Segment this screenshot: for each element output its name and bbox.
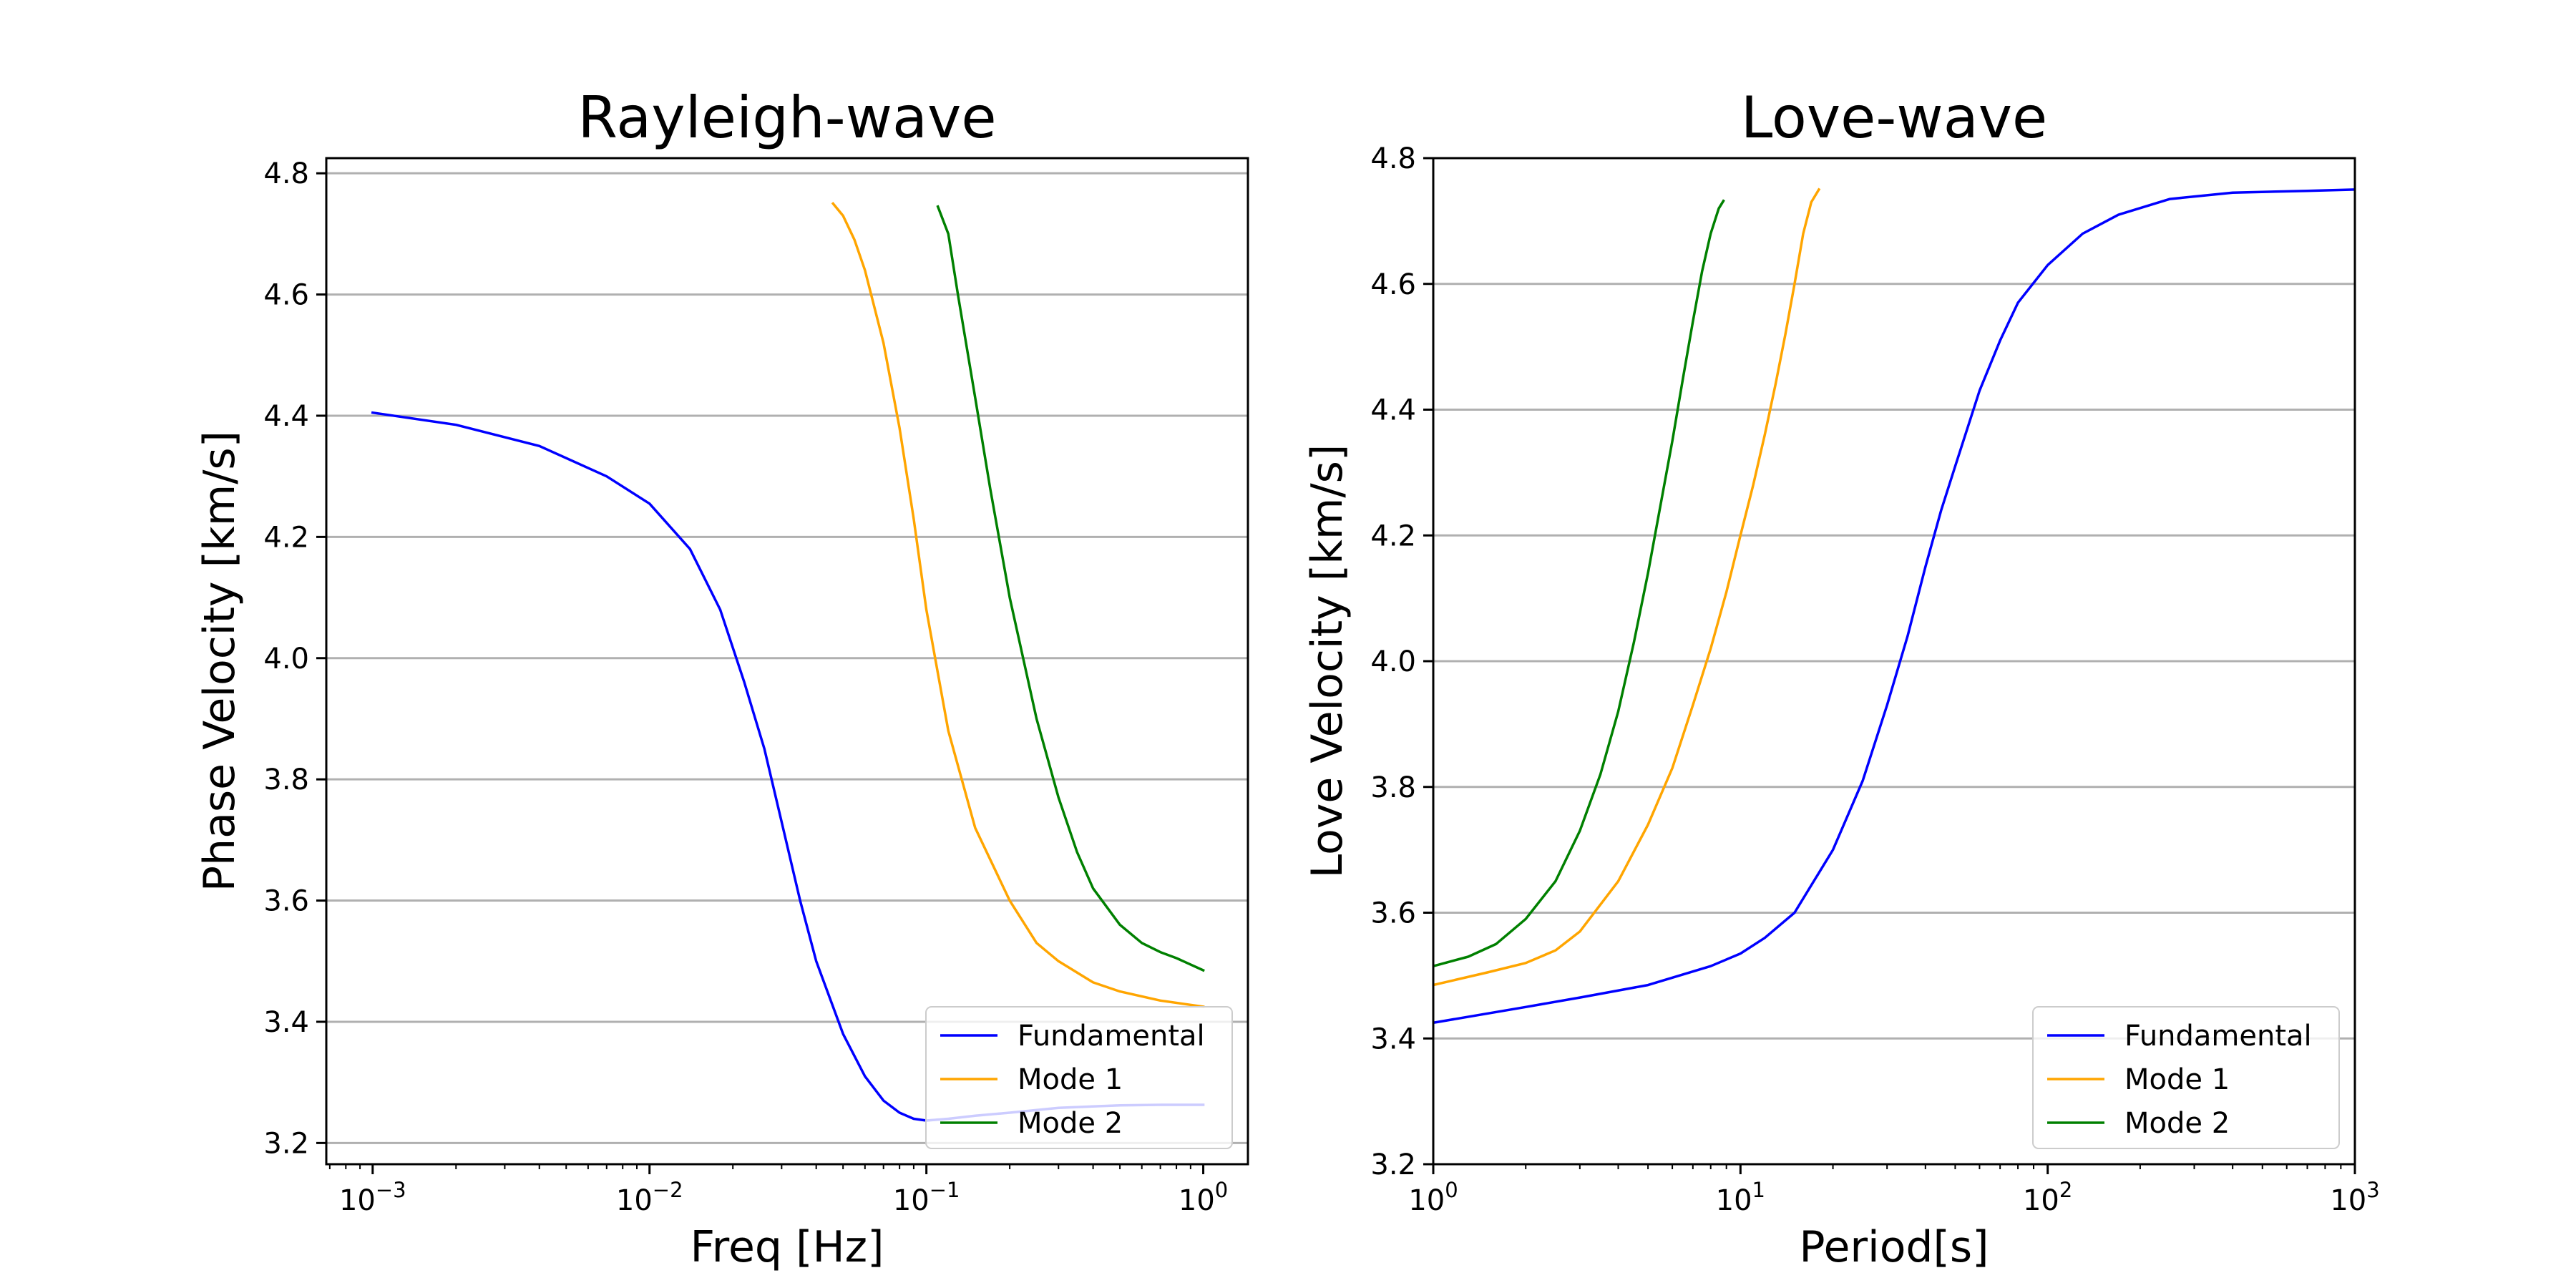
legend-box: [2032, 1006, 2340, 1149]
x-tick-label: 10−1: [893, 1178, 960, 1217]
y-tick-label: 4.2: [263, 521, 309, 554]
y-tick-label: 3.8: [263, 763, 309, 796]
chart-2: 100 101 102 103 3.2 3.4 3.6 3.8 4.0 4.2 4.4 4.6 4.8 L…: [1302, 84, 2380, 1272]
y-tick-label: 3.4: [263, 1006, 309, 1039]
y-tick-label: 4.8: [1370, 142, 1416, 175]
x-tick-label: 10−3: [339, 1178, 406, 1217]
y-tick-label: 4.4: [1370, 394, 1416, 427]
y-tick-label: 3.4: [1370, 1023, 1416, 1055]
chart-title: Rayleigh-wave: [577, 84, 996, 151]
y-tick-label: 4.4: [263, 400, 309, 433]
legend-entry: Mode 2: [2124, 1107, 2230, 1140]
legend: Fundamental Mode 1 Mode 2: [925, 1006, 1233, 1149]
x-tick-label: 10−2: [616, 1178, 683, 1217]
chart-title: Love-wave: [1741, 84, 2048, 151]
chart-1: 10−3 10−2 10−1 100 3.2 3.4 3.6 3.8 4.0 4.2 4.4 4.6 4…: [195, 84, 1249, 1272]
x-axis-label: Freq [Hz]: [691, 1222, 884, 1272]
y-tick-label: 3.2: [1370, 1148, 1416, 1181]
legend-entry: Fundamental: [1018, 1020, 1205, 1053]
series-line-3: [1433, 199, 1725, 968]
y-axis-label: Phase Velocity [km/s]: [195, 431, 245, 892]
series-line-2: [831, 202, 1205, 1008]
y-axis-label: Love Velocity [km/s]: [1302, 444, 1352, 879]
y-tick-label: 3.6: [263, 885, 309, 918]
y-tick-label: 4.6: [263, 279, 309, 312]
series-line-1: [1433, 188, 2355, 1025]
y-tick-label: 3.8: [1370, 771, 1416, 804]
y-tick-label: 4.2: [1370, 519, 1416, 552]
y-tick-label: 4.8: [263, 157, 309, 190]
legend: Fundamental Mode 1 Mode 2: [2032, 1006, 2340, 1149]
y-tick-label: 4.0: [1370, 645, 1416, 678]
y-tick-label: 3.2: [263, 1127, 309, 1160]
series-line-2: [1433, 187, 1821, 987]
x-tick-label: 101: [1716, 1178, 1765, 1217]
x-tick-label: 102: [2023, 1178, 2072, 1217]
series-line-3: [936, 205, 1205, 972]
x-axis-label: Period[s]: [1799, 1222, 1989, 1272]
legend-box: [925, 1006, 1233, 1149]
y-tick-label: 3.6: [1370, 897, 1416, 930]
y-tick-label: 4.6: [1370, 268, 1416, 301]
legend-entry: Mode 2: [1018, 1107, 1123, 1140]
legend-entry: Mode 1: [2124, 1063, 2230, 1096]
y-tick-label: 4.0: [263, 643, 309, 675]
x-tick-label: 103: [2330, 1178, 2379, 1217]
x-tick-label: 100: [1408, 1178, 1458, 1217]
legend-entry: Mode 1: [1018, 1063, 1123, 1096]
x-tick-label: 100: [1179, 1178, 1228, 1217]
plot-frame: [325, 157, 1249, 1166]
legend-entry: Fundamental: [2124, 1020, 2312, 1053]
